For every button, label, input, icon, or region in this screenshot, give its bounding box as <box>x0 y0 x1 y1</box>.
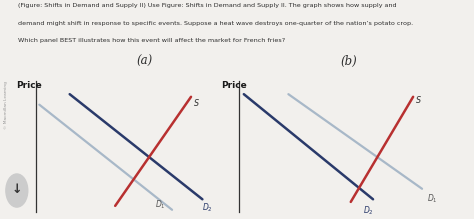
Text: Price: Price <box>221 81 247 90</box>
Text: (a): (a) <box>137 55 153 68</box>
Text: $D_1$: $D_1$ <box>427 193 437 205</box>
Text: Which panel BEST illustrates how this event will affect the market for French fr: Which panel BEST illustrates how this ev… <box>18 38 285 43</box>
Text: (Figure: Shifts in Demand and Supply II) Use Figure: Shifts in Demand and Supply: (Figure: Shifts in Demand and Supply II)… <box>18 3 397 8</box>
Circle shape <box>6 174 28 207</box>
Text: $D_2$: $D_2$ <box>202 202 213 214</box>
Text: $S$: $S$ <box>193 97 200 108</box>
Text: (b): (b) <box>340 55 357 68</box>
Text: demand might shift in response to specific events. Suppose a heat wave destroys : demand might shift in response to specif… <box>18 21 413 26</box>
Text: $D_1$: $D_1$ <box>155 199 166 211</box>
Text: ↓: ↓ <box>11 183 22 196</box>
Text: $D_2$: $D_2$ <box>363 205 374 217</box>
Text: Price: Price <box>17 81 42 90</box>
Text: © Macmillan Learning: © Macmillan Learning <box>4 81 8 129</box>
Text: $S$: $S$ <box>415 94 422 105</box>
